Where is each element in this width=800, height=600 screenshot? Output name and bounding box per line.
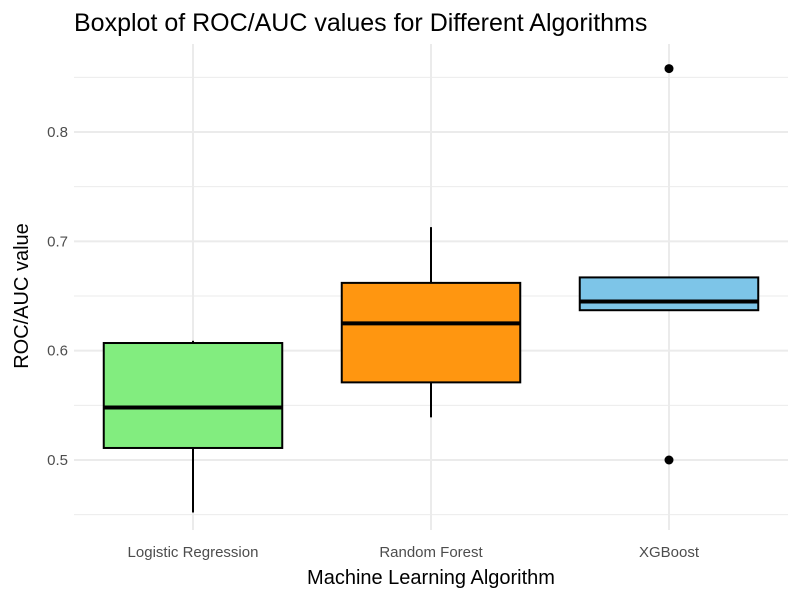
box-iqr: [102, 342, 284, 449]
x-tick-label: Random Forest: [379, 544, 483, 561]
y-tick-label: 0.5: [47, 452, 68, 469]
y-tick-labels: 0.5 0.6 0.7 0.8: [47, 124, 68, 469]
outlier-point: [664, 455, 674, 465]
x-tick-labels: Logistic Regression Random Forest XGBoost: [128, 544, 700, 561]
x-tick-label: XGBoost: [639, 544, 700, 561]
outlier-point: [664, 64, 674, 74]
chart-title: Boxplot of ROC/AUC values for Different …: [74, 9, 647, 37]
box-xgboost: [578, 64, 760, 465]
box-iqr: [578, 276, 760, 312]
y-tick-label: 0.6: [47, 343, 68, 360]
x-axis-title: Machine Learning Algorithm: [307, 567, 555, 589]
box-iqr: [340, 281, 522, 384]
x-tick-label: Logistic Regression: [128, 544, 259, 561]
y-tick-label: 0.7: [47, 233, 68, 250]
y-axis-title: ROC/AUC value: [11, 223, 33, 369]
box-series: [102, 64, 760, 513]
y-tick-label: 0.8: [47, 124, 68, 141]
box-logistic-regression: [102, 340, 284, 513]
box-random-forest: [340, 227, 522, 418]
